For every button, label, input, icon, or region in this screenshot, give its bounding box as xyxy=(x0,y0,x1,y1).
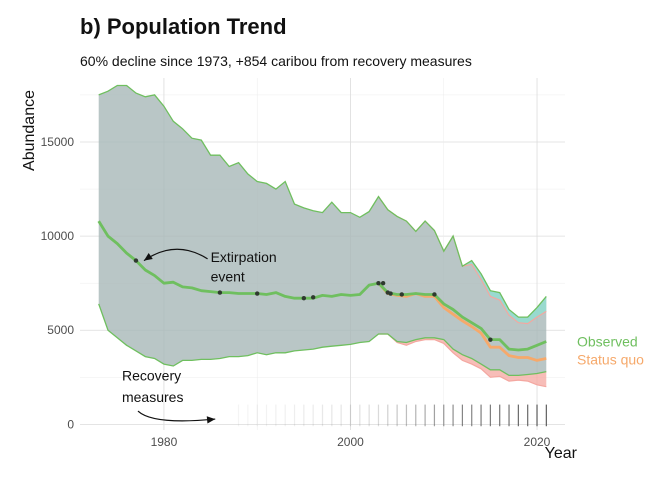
annotation-arrow xyxy=(137,410,216,424)
y-tick-label: 10000 xyxy=(41,229,75,243)
chart-title: b) Population Trend xyxy=(80,14,287,39)
observation-points xyxy=(133,258,493,342)
legend-status-quo: Status quo xyxy=(577,351,644,367)
observation-point xyxy=(133,258,139,263)
x-axis-title: Year xyxy=(545,445,578,462)
y-tick-label: 0 xyxy=(67,417,74,431)
annotation-text: measures xyxy=(122,389,183,405)
legend-observed: Observed xyxy=(577,334,638,350)
y-tick-label: 15000 xyxy=(41,135,75,149)
observed-line xyxy=(97,220,547,352)
observation-point xyxy=(217,290,223,295)
observation-point xyxy=(255,291,260,296)
y-tick-label: 5000 xyxy=(47,323,74,337)
observation-point xyxy=(432,292,437,297)
y-axis-title: Abundance xyxy=(21,90,38,171)
observed-lower-edge xyxy=(98,303,547,377)
observation-point xyxy=(388,291,393,296)
observation-point xyxy=(399,292,404,297)
status-quo-lower-edge xyxy=(378,333,547,388)
x-tick-label: 2000 xyxy=(337,435,364,449)
observed-upper-edge xyxy=(98,84,547,318)
annotation-text: event xyxy=(211,269,245,285)
status-quo-line xyxy=(377,282,547,362)
x-tick-label: 2020 xyxy=(524,435,551,449)
observation-point xyxy=(380,280,386,286)
observation-point xyxy=(310,295,316,300)
annotation-text: Extirpation xyxy=(211,249,277,265)
trend-lines xyxy=(97,220,547,362)
annotation-text: Recovery xyxy=(122,367,181,383)
observed-ribbon xyxy=(98,85,547,376)
confidence-ribbons xyxy=(98,84,547,388)
x-tick-label: 1980 xyxy=(151,435,178,449)
chart-subtitle: 60% decline since 1973, +854 caribou fro… xyxy=(80,53,472,69)
recovery-rug xyxy=(237,404,547,427)
observation-point xyxy=(376,280,381,286)
annotation-arrow xyxy=(143,248,208,262)
observation-point xyxy=(301,296,307,301)
observation-point xyxy=(488,337,493,342)
annotations: Extirpation event Recovery measures xyxy=(122,248,277,424)
